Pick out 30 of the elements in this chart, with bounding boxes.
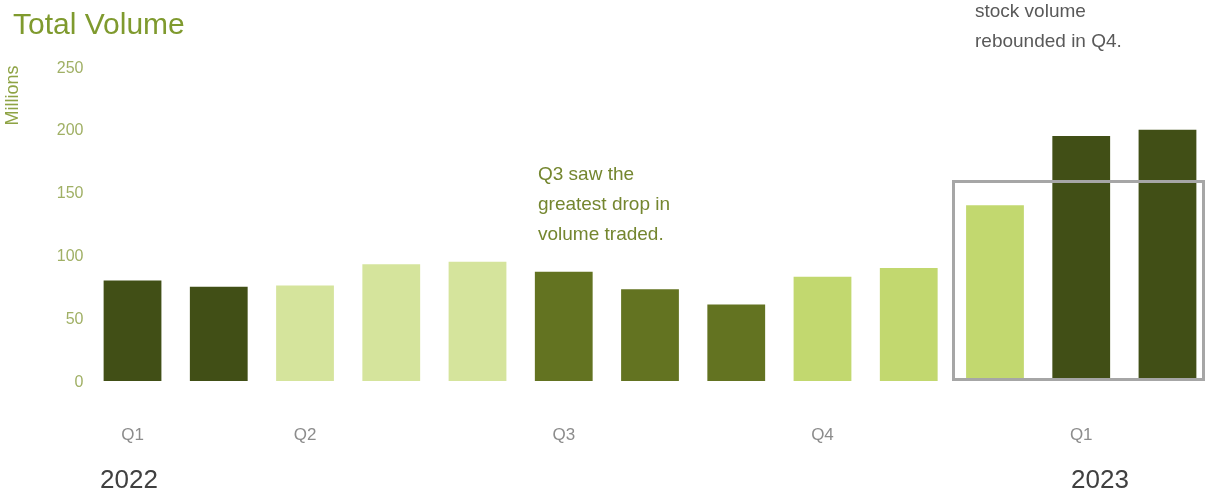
x-tick-label: Q2 bbox=[293, 424, 317, 444]
bar bbox=[1138, 129, 1197, 381]
bar bbox=[534, 271, 593, 381]
bar bbox=[362, 264, 421, 381]
y-axis-title: Millions bbox=[1, 65, 22, 126]
y-tick-label: 250 bbox=[56, 58, 84, 76]
bar bbox=[879, 267, 938, 381]
bar bbox=[189, 286, 248, 381]
y-tick-label: 0 bbox=[74, 372, 84, 390]
bar bbox=[966, 205, 1024, 381]
annotation: Q3 saw the greatest drop in volume traded. bbox=[538, 163, 671, 244]
x-tick-label: Q1 bbox=[1069, 424, 1093, 444]
bar bbox=[103, 280, 162, 381]
bar bbox=[707, 304, 766, 381]
x-tick-label: Q4 bbox=[811, 424, 834, 444]
text: 2022 bbox=[100, 464, 158, 494]
bar bbox=[1052, 136, 1111, 381]
bar bbox=[621, 289, 679, 381]
chart-title: Total Volume bbox=[13, 7, 185, 40]
x-tick-label: Q1 bbox=[121, 424, 144, 444]
y-tick-label: 200 bbox=[56, 121, 84, 139]
y-tick-label: 150 bbox=[56, 184, 84, 202]
text: 2023 bbox=[1071, 464, 1129, 494]
y-tick-label: 100 bbox=[56, 246, 84, 264]
bar bbox=[793, 276, 852, 381]
text: stock volume rebounded in Q4. bbox=[975, 0, 1122, 51]
bar bbox=[276, 285, 334, 381]
bar bbox=[448, 261, 507, 381]
x-tick-label: Q3 bbox=[552, 424, 576, 444]
y-tick-label: 50 bbox=[65, 309, 84, 327]
